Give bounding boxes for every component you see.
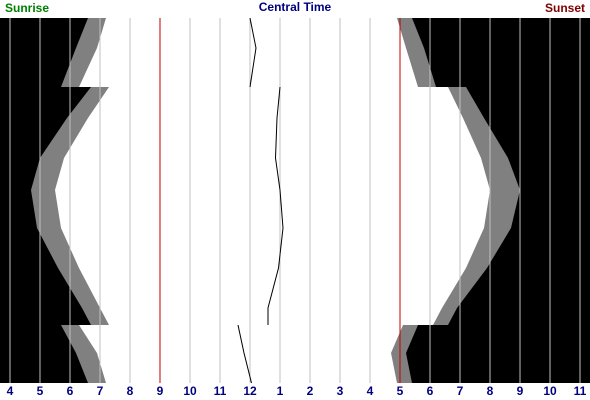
- x-tick-label: 2: [307, 384, 314, 398]
- x-tick-label: 4: [367, 384, 374, 398]
- x-tick-label: 11: [574, 384, 587, 398]
- sunset-label: Sunset: [545, 1, 585, 15]
- chart-title: Central Time: [259, 0, 332, 14]
- dusk-region: [406, 18, 590, 383]
- x-tick-label: 12: [243, 384, 257, 398]
- x-tick-label: 3: [337, 384, 344, 398]
- x-tick-label: 10: [543, 384, 557, 398]
- x-tick-label: 8: [127, 384, 134, 398]
- x-tick-label: 9: [157, 384, 164, 398]
- plot-area: [0, 17, 590, 384]
- x-tick-label: 11: [214, 384, 227, 398]
- x-tick-label: 1: [277, 384, 284, 398]
- x-tick-label: 8: [487, 384, 494, 398]
- noon-line: [237, 17, 284, 384]
- x-tick-label: 6: [427, 384, 434, 398]
- x-tick-label: 6: [67, 384, 74, 398]
- x-tick-label: 9: [517, 384, 524, 398]
- x-tick-label: 4: [7, 384, 14, 398]
- x-tick-label: 5: [37, 384, 44, 398]
- x-tick-label: 7: [97, 384, 104, 398]
- dawn-region: [0, 18, 91, 383]
- x-tick-label: 7: [457, 384, 464, 398]
- x-tick-label: 10: [183, 384, 197, 398]
- x-tick-label: 5: [397, 384, 404, 398]
- sunrise-label: Sunrise: [5, 1, 49, 15]
